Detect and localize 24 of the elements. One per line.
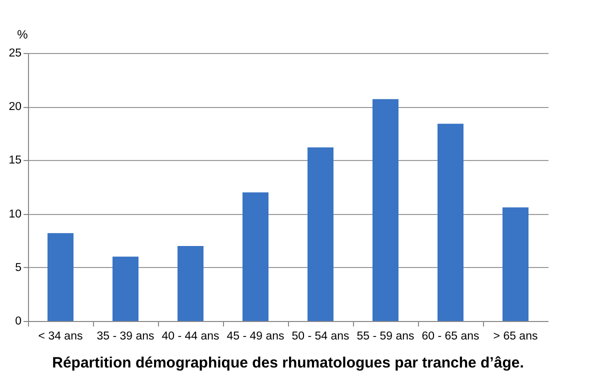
x-tick-label: 55 - 59 ans — [356, 330, 415, 342]
x-tick-label: 60 - 65 ans — [422, 330, 480, 342]
bar — [48, 233, 74, 321]
x-tick-label: 35 - 39 ans — [96, 330, 155, 342]
bar — [438, 124, 464, 321]
bar — [178, 246, 204, 321]
x-tick-label: > 65 ans — [493, 330, 538, 342]
y-tick-label: 20 — [8, 101, 22, 114]
bar — [502, 207, 528, 321]
x-tick-label: < 34 ans — [38, 330, 83, 342]
y-tick-label: 25 — [8, 48, 22, 60]
y-tick-label: 5 — [15, 262, 22, 274]
bar — [372, 99, 398, 321]
bar — [112, 256, 138, 321]
bar — [308, 147, 334, 321]
y-tick-label: 0 — [15, 316, 22, 328]
x-tick-label: 45 - 49 ans — [226, 330, 285, 342]
bar — [242, 192, 268, 321]
x-tick-label: 50 - 54 ans — [292, 330, 350, 342]
text: Répartition démographique des rhumatologues par tranche d’âge. — [52, 354, 524, 372]
x-tick-label: 40 - 44 ans — [162, 330, 220, 342]
y-tick-label: 15 — [8, 154, 22, 167]
y-tick-label: 10 — [8, 208, 22, 220]
y-axis-title: % — [17, 28, 28, 42]
